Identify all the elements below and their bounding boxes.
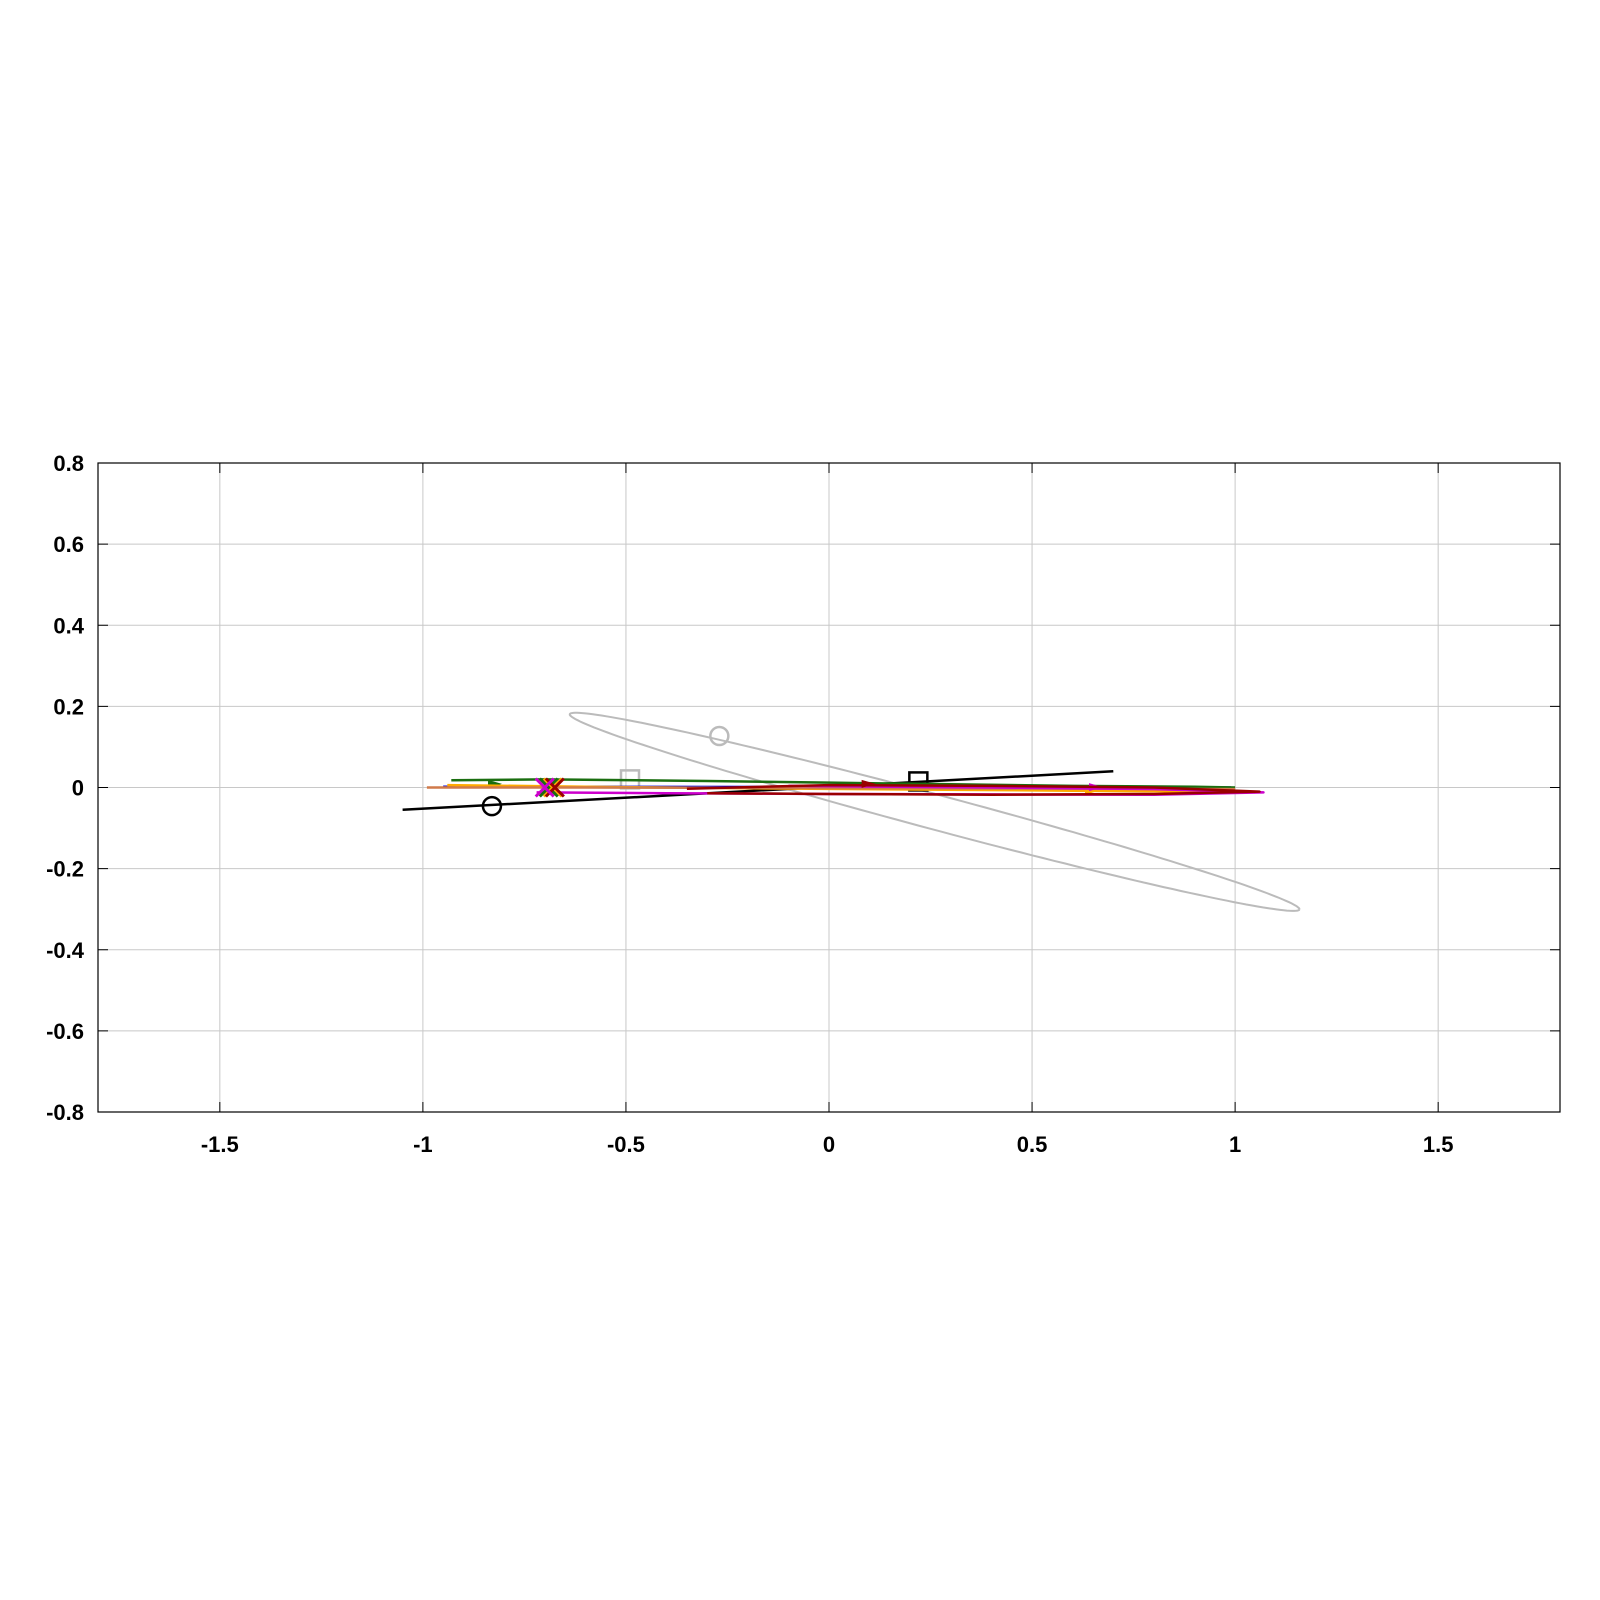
x-tick-label: -1	[413, 1132, 433, 1157]
tick-layer: -1.5 -1 -0.5 0 0.5 1 1.5 0.8 0.6 0.4 0.2 0 -0.2 -0.4 -…	[46, 451, 1560, 1157]
x-tick-label: 0	[823, 1132, 835, 1157]
y-tick-label: -0.8	[46, 1100, 84, 1125]
x-tick-label: 1.5	[1423, 1132, 1454, 1157]
x-tick-label: 1	[1229, 1132, 1241, 1157]
series-2-start-marker	[481, 795, 503, 817]
series-layer	[402, 711, 1301, 912]
x-marker-4	[534, 777, 555, 798]
y-tick-label: 0.2	[53, 694, 84, 719]
series-8-line	[686, 783, 1261, 797]
x-tick-label: -1.5	[201, 1132, 239, 1157]
series-1-line	[568, 711, 1301, 912]
y-tick-label: 0.8	[53, 451, 84, 476]
y-tick-label: 0.4	[53, 613, 84, 638]
series-8-direction-arrow	[861, 779, 876, 788]
y-tick-label: 0.6	[53, 532, 84, 557]
y-tick-label: 0	[72, 776, 84, 801]
series-4-line	[451, 778, 1236, 789]
x-marker-1	[538, 777, 559, 798]
y-tick-label: -0.2	[46, 857, 84, 882]
series-1-start-marker	[709, 725, 730, 747]
y-tick-label: -0.4	[46, 938, 85, 963]
grid	[98, 462, 1560, 1113]
series-2-line	[402, 770, 1114, 812]
y-tick-label: -0.6	[46, 1019, 84, 1044]
x-tick-label: -0.5	[607, 1132, 645, 1157]
x-tick-label: 0.5	[1017, 1132, 1048, 1157]
